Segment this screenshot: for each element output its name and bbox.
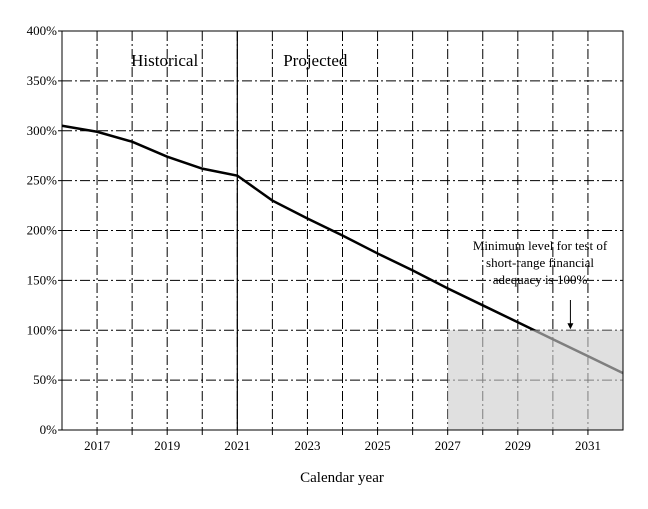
line: [61, 124, 624, 375]
region-label: Projected: [283, 51, 348, 70]
x-tick-label: 2027: [435, 438, 462, 453]
annotation-text: short-range financial: [486, 255, 594, 270]
annotation-text: Minimum level for test of: [473, 238, 608, 253]
y-tick-label: 100%: [27, 322, 58, 337]
y-tick-label: 350%: [27, 73, 58, 88]
y-tick-label: 300%: [27, 123, 58, 138]
y-tick-label: 150%: [27, 272, 58, 287]
y-tick-label: 50%: [33, 372, 57, 387]
y-tick-label: 250%: [27, 173, 58, 188]
y-tick-label: 400%: [27, 23, 58, 38]
x-tick-label: 2025: [365, 438, 391, 453]
annotation-arrowhead: [567, 323, 574, 330]
x-tick-label: 2019: [154, 438, 180, 453]
plot-frame: [61, 30, 624, 431]
annotation-text: adequacy is 100%: [493, 272, 588, 287]
x-tick-label: 2031: [575, 438, 601, 453]
y-tick-label: 0%: [40, 422, 58, 437]
x-tick-label: 2029: [505, 438, 531, 453]
x-tick-label: 2023: [294, 438, 320, 453]
x-tick-label: 2017: [84, 438, 111, 453]
x-tick-label: 2021: [224, 438, 250, 453]
y-tick-label: 200%: [27, 223, 58, 238]
x-axis-label: Calendar year: [300, 470, 384, 486]
region-label: Historical: [131, 51, 198, 70]
shaded-region: [447, 330, 623, 430]
